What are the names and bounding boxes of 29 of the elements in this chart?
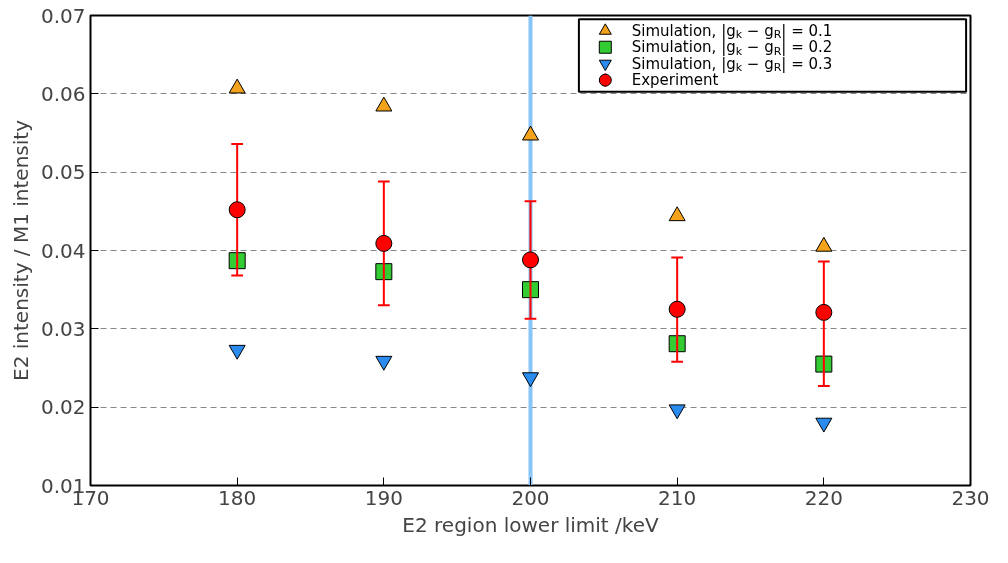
y-tick-label: 0.06: [40, 81, 86, 106]
x-tick-label: 180: [218, 485, 257, 510]
x-tick-label: 220: [804, 485, 843, 510]
point: [522, 372, 539, 388]
point: [668, 206, 686, 222]
point: [375, 96, 393, 112]
point: [375, 234, 393, 252]
point: [375, 355, 393, 371]
y-tick-label: 0.05: [40, 160, 86, 185]
point: [522, 251, 539, 269]
point: [228, 344, 246, 360]
point: [668, 300, 686, 318]
point: [668, 404, 686, 420]
point: [228, 78, 246, 94]
y-tick-label: 0.02: [40, 395, 86, 420]
x-tick-label: 190: [364, 485, 403, 510]
x-tick-label: 210: [658, 485, 697, 510]
y-axis-title: E2 intensity / M1 intensity: [8, 119, 33, 381]
point: [815, 417, 833, 433]
point: [815, 303, 833, 321]
x-tick-label: 200: [511, 485, 550, 510]
y-tick-label: 0.03: [40, 316, 86, 341]
point: [522, 125, 539, 141]
x-tick-label: 230: [951, 485, 990, 510]
point: [228, 201, 246, 219]
y-tick-label: 0.04: [40, 238, 86, 263]
y-tick-label: 0.07: [40, 3, 86, 28]
x-axis-title: E2 region lower limit /keV: [402, 512, 659, 537]
legend-label: Experiment: [631, 71, 719, 90]
